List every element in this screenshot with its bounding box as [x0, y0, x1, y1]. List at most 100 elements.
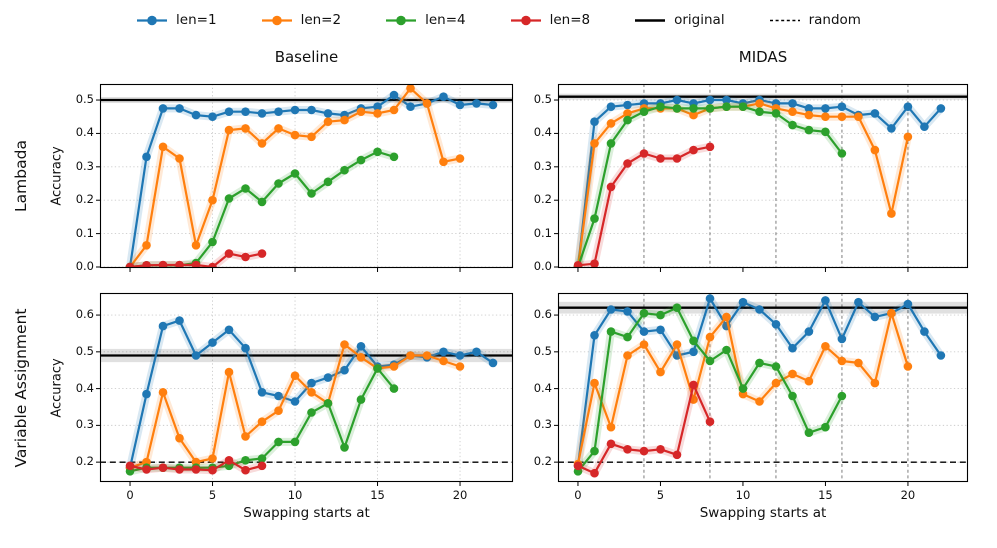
data-point [722, 95, 731, 105]
data-point [837, 112, 847, 121]
x-tick-label: 5 [208, 488, 217, 502]
data-point [920, 327, 929, 336]
tick-marks [554, 99, 909, 272]
data-point [307, 189, 316, 198]
data-point [208, 338, 217, 347]
data-point [307, 408, 316, 417]
data-point [821, 127, 830, 137]
x-tick-label: 5 [656, 488, 665, 502]
data-point [606, 182, 616, 192]
data-point [224, 456, 234, 465]
axes-spines [557, 292, 969, 483]
data-point [573, 461, 583, 471]
data-point [455, 351, 465, 360]
data-point [590, 331, 599, 340]
tick-marks [96, 314, 461, 486]
y-tick-label: 0.4 [533, 125, 552, 140]
data-point [623, 100, 632, 110]
data-point [837, 391, 847, 401]
data-point [656, 445, 665, 454]
x-tick-label: 10 [287, 488, 303, 502]
data-point [439, 157, 448, 167]
data-point [191, 110, 201, 120]
data-point [755, 397, 764, 406]
y-tick-label: 0.1 [75, 225, 94, 240]
data-point [208, 454, 217, 463]
data-point [389, 105, 399, 115]
series-len-8 [573, 142, 715, 268]
data-point [191, 465, 201, 474]
data-point [373, 102, 382, 111]
data-point [606, 439, 616, 449]
data-point [623, 115, 632, 125]
data-point [689, 380, 698, 390]
data-point [241, 184, 250, 193]
data-point [606, 327, 616, 336]
data-point [804, 125, 814, 135]
y-tick-label: 0.5 [75, 343, 94, 358]
legend-item-len-1: len=1 [136, 12, 217, 28]
data-point [722, 345, 731, 355]
y-tick-label: 0.3 [533, 158, 552, 173]
data-point [307, 105, 316, 115]
data-point [903, 362, 913, 371]
data-point [623, 332, 632, 342]
data-point [903, 102, 913, 111]
data-point [705, 142, 715, 152]
data-point [274, 437, 283, 447]
data-point [639, 446, 649, 456]
data-point [488, 100, 498, 110]
data-point [870, 109, 880, 118]
y-tick-label: 0.0 [533, 258, 552, 273]
data-point [290, 371, 300, 380]
y-tick-label: 0.1 [533, 225, 552, 240]
series-line [576, 102, 909, 268]
data-point [241, 107, 250, 116]
data-point [389, 90, 399, 100]
y-tick-label: 0.6 [75, 307, 94, 322]
legend-item-len-4: len=4 [385, 12, 466, 28]
data-point [672, 95, 682, 105]
x-axis-label-left: Swapping starts at [243, 505, 370, 521]
data-point [920, 122, 929, 131]
data-point [623, 109, 632, 118]
data-point [439, 92, 448, 101]
subplot-lambada-baseline: 0.0 0.1 0.2 0.3 0.4 0.5 [76, 83, 514, 273]
legend-label: len=4 [425, 12, 466, 28]
y-tick-label: 0.3 [75, 417, 94, 432]
data-point [788, 391, 797, 401]
data-point [788, 120, 797, 130]
chart-canvas [96, 292, 514, 486]
data-point [821, 296, 830, 305]
series-len-1 [573, 294, 946, 471]
data-point [241, 343, 250, 353]
data-point [290, 397, 300, 406]
data-point [689, 347, 698, 357]
data-point [241, 465, 250, 475]
data-point [837, 149, 847, 158]
data-point [191, 241, 201, 250]
data-point [771, 362, 781, 371]
data-point [887, 209, 896, 218]
data-point [257, 461, 267, 471]
data-point [142, 261, 151, 268]
row-label-lambada: Lambada [12, 140, 30, 212]
legend-solid-line-icon [635, 18, 666, 22]
data-point [389, 384, 399, 393]
axes-spines [99, 83, 514, 269]
axes-spines [99, 292, 514, 483]
legend-item-len-2: len=2 [261, 12, 341, 28]
data-point [158, 463, 168, 472]
data-point [623, 351, 632, 360]
data-point [854, 358, 863, 368]
x-tick-label: 20 [900, 488, 916, 502]
data-point [590, 139, 599, 148]
data-point [936, 104, 946, 113]
data-point [158, 260, 168, 268]
data-point [738, 297, 748, 307]
data-point [356, 395, 366, 404]
x-axis-label-right: Swapping starts at [699, 505, 827, 521]
y-tick-label: 0.2 [75, 192, 94, 207]
data-point [274, 406, 283, 415]
data-point [274, 391, 283, 401]
